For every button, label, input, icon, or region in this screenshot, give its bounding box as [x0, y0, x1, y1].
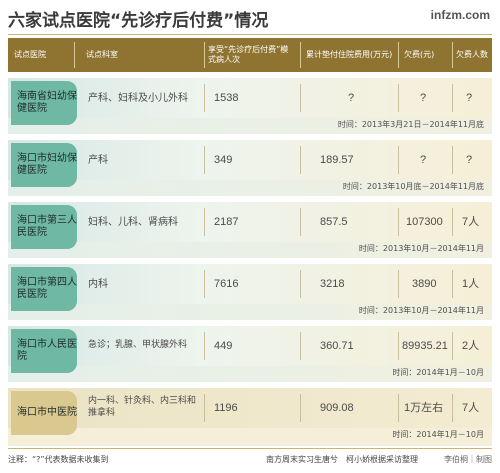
title-rule — [8, 34, 492, 35]
owers-cell: ? — [466, 91, 473, 104]
dept-cell: 内科 — [88, 278, 108, 290]
footer-rule — [8, 448, 492, 449]
hospital-name: 海南省妇幼保健医院 — [11, 81, 77, 125]
cost-cell: 189.57 — [320, 153, 354, 166]
patients-cell: 349 — [214, 153, 233, 166]
header-dept: 试点科室 — [86, 50, 118, 59]
time-range: 时间：2014年1月－10月 — [392, 368, 484, 377]
patients-cell: 449 — [214, 339, 233, 352]
page-title: 六家试点医院“先诊疗后付费”情况 — [8, 11, 269, 31]
table-row: 海口市人民医院 急诊；乳腺、甲状腺外科 449 360.71 89935.21 … — [8, 326, 492, 384]
header-divider — [74, 42, 75, 68]
footer-credit: 南方周末实习生唐兮 柯小娇根据采访整理 — [266, 455, 418, 464]
table-row: 海南省妇幼保健医院 产科、妇科及小儿外科 1538 ? ? ? 时间：2013年… — [8, 78, 492, 136]
time-range: 时间：2014年1月－10月 — [392, 430, 484, 439]
footer-note: 注释：“?”代表数据未收集到 — [8, 455, 109, 464]
table-row: 海口市第四人民医院 内科 7616 3218 3890 1人 时间：2013年1… — [8, 264, 492, 322]
dept-cell: 内一科、针灸科、内三科和推拿科 — [88, 396, 197, 418]
hospital-name: 海口市中医院 — [11, 391, 77, 435]
dept-cell: 产科、妇科及小儿外科 — [88, 92, 188, 104]
header-hospital: 试点医院 — [14, 50, 46, 59]
table-row: 海口市中医院 内一科、针灸科、内三科和推拿科 1196 909.08 1万左右 … — [8, 388, 492, 446]
table-row: 海口市妇幼保健医院 产科 349 189.57 ? ? 时间：2013年10月底… — [8, 140, 492, 198]
owed-cell: 1万左右 — [404, 401, 444, 414]
header-owers: 欠费人数 — [456, 50, 488, 59]
hospital-name: 海口市妇幼保健医院 — [11, 143, 77, 187]
cost-cell: 3218 — [320, 277, 345, 290]
patients-cell: 1196 — [214, 401, 238, 414]
table-row: 海口市第三人民医院 妇科、儿科、肾病科 2187 857.5 107300 7人… — [8, 202, 492, 260]
patients-cell: 2187 — [214, 215, 239, 228]
time-range: 时间：2013年10月－2014年11月 — [358, 306, 484, 315]
owed-cell: 3890 — [412, 277, 437, 290]
time-range: 时间：2013年10月底－2014年11月底 — [342, 182, 484, 191]
footer: 注释：“?”代表数据未收集到 南方周末实习生唐兮 柯小娇根据采访整理 李伯桐｜制… — [8, 452, 492, 468]
hospital-name: 海口市第三人民医院 — [11, 205, 77, 249]
header-cost: 累计垫付住院费用(万元) — [306, 50, 393, 59]
dept-cell: 产科 — [88, 154, 108, 166]
patients-cell: 1538 — [214, 91, 239, 104]
owed-cell: ? — [420, 153, 427, 166]
cost-cell: ? — [348, 91, 355, 104]
time-range: 时间：2013年3月21日－2014年11月底 — [337, 120, 484, 129]
patients-cell: 7616 — [214, 277, 239, 290]
hospital-name: 海口市第四人民医院 — [11, 267, 77, 311]
header-divider — [204, 42, 205, 68]
owers-cell: 1人 — [462, 277, 480, 290]
dept-cell: 妇科、儿科、肾病科 — [88, 216, 178, 228]
header-owed: 欠费(元) — [404, 50, 435, 59]
owers-cell: 7人 — [462, 215, 480, 228]
header-divider — [452, 42, 453, 68]
site-logo[interactable]: infzm.com — [430, 8, 490, 22]
owed-cell: ? — [420, 91, 427, 104]
owers-cell: ? — [466, 153, 473, 166]
header-divider — [300, 42, 301, 68]
cost-cell: 857.5 — [320, 215, 348, 228]
footer-design: 李伯桐｜制图 — [444, 455, 492, 464]
dept-cell: 急诊；乳腺、甲状腺外科 — [88, 340, 188, 351]
cost-cell: 360.71 — [320, 339, 354, 352]
cost-cell: 909.08 — [320, 401, 354, 414]
time-range: 时间：2013年10月－2014年11月 — [358, 244, 484, 253]
header-divider — [398, 42, 399, 68]
header-patients: 享受“先诊疗后付费”模式病人次 — [208, 45, 289, 64]
table-header: 试点医院 试点科室 享受“先诊疗后付费”模式病人次 累计垫付住院费用(万元) 欠… — [8, 38, 492, 72]
owers-cell: 7人 — [462, 401, 480, 414]
owed-cell: 89935.21 — [402, 339, 448, 352]
hospital-name: 海口市人民医院 — [11, 329, 77, 373]
owers-cell: 2人 — [462, 339, 480, 352]
owed-cell: 107300 — [406, 215, 443, 228]
